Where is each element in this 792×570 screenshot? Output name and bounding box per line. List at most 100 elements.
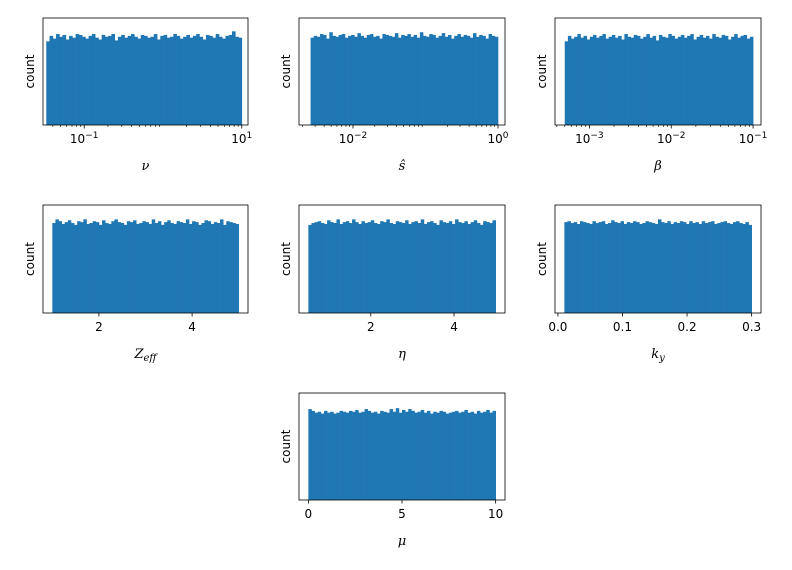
histogram-bar bbox=[320, 413, 325, 500]
histogram-bar bbox=[413, 34, 418, 125]
histogram-bar bbox=[714, 223, 718, 313]
histogram-bar bbox=[727, 39, 732, 126]
histogram-bar bbox=[745, 222, 749, 313]
histogram-bar bbox=[341, 34, 346, 125]
histogram-bar bbox=[491, 35, 496, 126]
histogram-bar bbox=[458, 412, 462, 500]
histogram-bar bbox=[583, 35, 588, 126]
histogram-bar bbox=[108, 35, 112, 126]
histogram-bar bbox=[65, 39, 70, 126]
histogram-bar bbox=[579, 221, 584, 313]
histogram-panel-3: 10−3 10−2 10−1 count β bbox=[535, 17, 767, 174]
histogram-bar bbox=[645, 221, 649, 313]
histogram-bar bbox=[729, 223, 734, 313]
histogram-bar bbox=[80, 222, 84, 313]
histogram-bar bbox=[367, 410, 372, 500]
histogram-bar bbox=[567, 35, 572, 126]
histogram-bar bbox=[433, 223, 437, 313]
histogram-bar bbox=[696, 36, 701, 125]
histogram-bar bbox=[366, 34, 371, 125]
histogram-bar bbox=[426, 410, 431, 500]
axes-frame bbox=[554, 204, 762, 314]
x-tick-label: 0.1 bbox=[613, 320, 632, 334]
histogram-bar bbox=[630, 37, 635, 125]
histogram-bar bbox=[111, 221, 115, 313]
histogram-bar bbox=[602, 34, 606, 125]
histogram-bar bbox=[121, 34, 125, 125]
histogram-bar bbox=[416, 37, 421, 125]
histogram-bar bbox=[662, 36, 666, 125]
histogram-bar bbox=[564, 41, 569, 125]
histogram-panel-7: 0 5 10 count μ bbox=[279, 392, 506, 549]
histogram-bar bbox=[448, 412, 453, 500]
histogram-bar bbox=[455, 410, 459, 500]
histogram-bar bbox=[207, 221, 212, 313]
histogram-bar bbox=[231, 31, 236, 125]
histogram-bar bbox=[192, 221, 196, 313]
histogram-bar bbox=[355, 409, 359, 500]
histogram-bar bbox=[95, 222, 100, 313]
histogram-bar bbox=[464, 409, 468, 500]
histogram-bar bbox=[104, 36, 109, 125]
histogram-bar bbox=[98, 224, 103, 313]
histogram-bar bbox=[129, 222, 134, 313]
histogram-bar bbox=[316, 36, 321, 125]
histogram-bar bbox=[327, 220, 331, 313]
histogram-bar bbox=[176, 221, 181, 313]
histogram-bar bbox=[195, 222, 199, 313]
histogram-bar bbox=[470, 222, 475, 313]
axes-frame bbox=[42, 204, 249, 314]
histogram-bar bbox=[323, 410, 328, 500]
histogram-bar bbox=[661, 222, 665, 313]
histogram-bar bbox=[326, 38, 330, 125]
histogram-bar bbox=[166, 37, 171, 125]
histogram-bar bbox=[395, 408, 400, 500]
histogram-bar bbox=[311, 223, 315, 313]
histogram-bar bbox=[83, 219, 87, 313]
histogram-bar bbox=[317, 221, 322, 313]
histogram-bar bbox=[617, 223, 621, 313]
histogram-bar bbox=[469, 37, 474, 125]
histogram-bar bbox=[223, 224, 227, 313]
x-tick-label: 100 bbox=[487, 131, 508, 146]
histogram-bar bbox=[676, 223, 681, 313]
histogram-bar bbox=[383, 222, 387, 313]
histogram-bar bbox=[389, 409, 393, 500]
histogram-bar bbox=[472, 33, 477, 125]
histogram-bar bbox=[405, 411, 409, 500]
histogram-bar bbox=[414, 412, 418, 500]
histogram-bar bbox=[336, 219, 340, 313]
histogram-bar bbox=[467, 412, 472, 500]
histogram-bar bbox=[712, 34, 716, 125]
histogram-bar bbox=[732, 222, 737, 313]
x-axis-label: ky bbox=[651, 347, 665, 364]
histogram-bar bbox=[441, 33, 446, 125]
histogram-bar bbox=[82, 36, 86, 125]
histogram-bar bbox=[78, 34, 83, 125]
histogram-bar bbox=[627, 36, 632, 125]
histogram-bar bbox=[665, 37, 669, 125]
histogram-bar bbox=[410, 36, 414, 125]
histogram-bar bbox=[608, 223, 612, 313]
histogram-bar bbox=[216, 223, 221, 313]
histogram-bar bbox=[56, 34, 60, 125]
x-tick-label: 5 bbox=[398, 507, 406, 521]
histogram-bar bbox=[420, 409, 425, 500]
histogram-bar bbox=[332, 35, 336, 126]
histogram-bar bbox=[383, 411, 387, 500]
histogram-bar bbox=[114, 40, 119, 125]
histogram-bar bbox=[142, 221, 146, 313]
histogram-bar bbox=[442, 411, 447, 500]
histogram-bar bbox=[64, 222, 69, 313]
histogram-bar bbox=[593, 34, 597, 125]
histogram-bar bbox=[633, 221, 637, 313]
histogram-bar bbox=[687, 35, 691, 126]
histogram-bar bbox=[458, 222, 462, 313]
histogram-bar bbox=[391, 36, 396, 125]
y-axis-label: count bbox=[279, 242, 293, 276]
x-axis-label: Zeff bbox=[133, 347, 158, 364]
histogram-bar bbox=[711, 221, 715, 313]
histogram-bar bbox=[618, 35, 622, 126]
histogram-bar bbox=[377, 223, 381, 313]
histogram-bar bbox=[701, 221, 706, 313]
